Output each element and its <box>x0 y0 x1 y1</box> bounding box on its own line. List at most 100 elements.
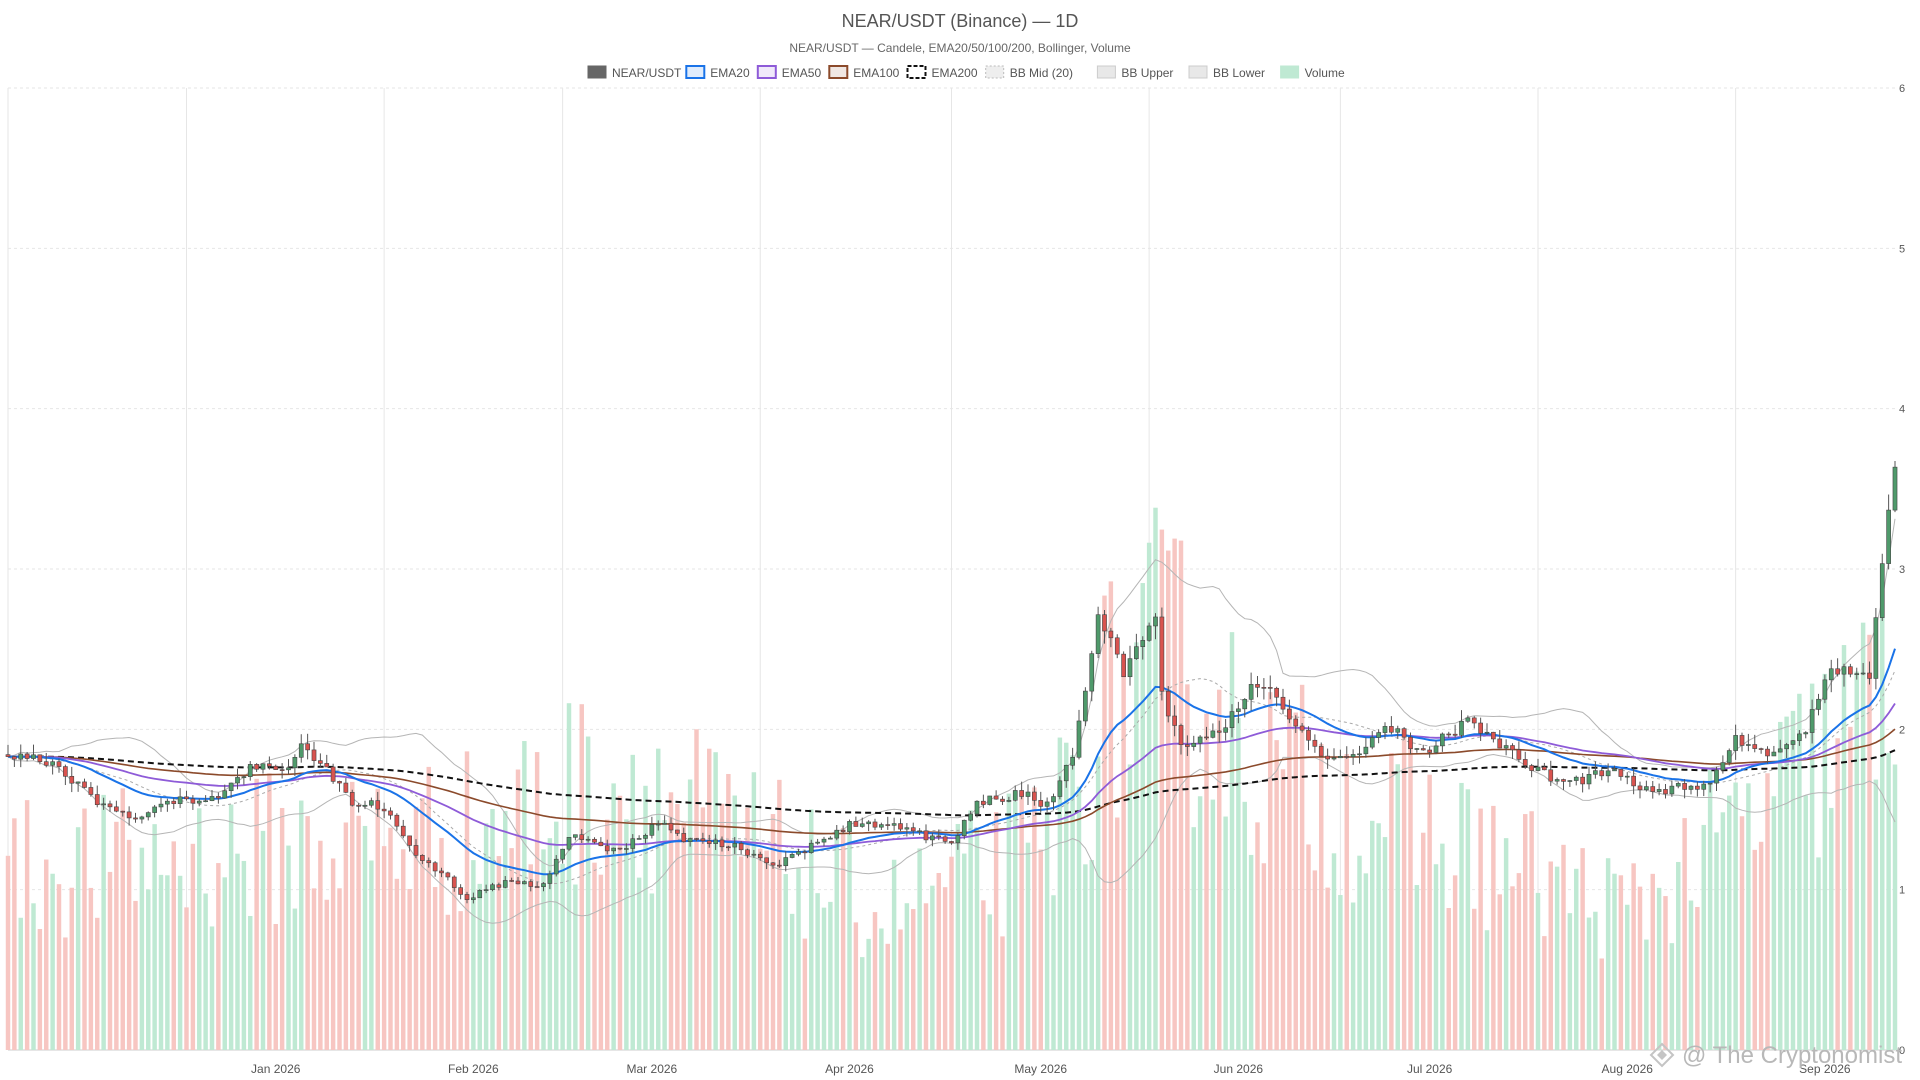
candle <box>1535 758 1541 772</box>
volume-bar <box>1701 824 1706 1050</box>
volume-bar <box>585 736 591 1050</box>
volume-bar <box>828 901 833 1050</box>
candle-body <box>407 835 412 846</box>
candle-body <box>1586 774 1592 785</box>
candle <box>1127 645 1133 686</box>
candle <box>604 839 610 855</box>
candle <box>1873 607 1879 690</box>
volume-bar <box>381 846 387 1050</box>
candle <box>592 837 597 844</box>
candle <box>1797 730 1802 746</box>
candle <box>1675 781 1681 789</box>
volume-bar <box>777 779 782 1050</box>
candle <box>1248 672 1254 711</box>
candle <box>687 837 693 847</box>
candle <box>777 859 782 868</box>
candle <box>1733 724 1738 760</box>
volume-bar <box>815 893 820 1050</box>
ema100-line <box>8 728 1896 835</box>
volume-bar <box>1758 841 1764 1050</box>
candle-body <box>534 886 540 888</box>
candle <box>859 817 865 828</box>
candle <box>974 800 980 818</box>
ema50-line <box>7 703 1896 848</box>
candle <box>1293 715 1299 733</box>
x-tick-label: Aug 2026 <box>1602 1062 1654 1076</box>
candle-body <box>1471 717 1477 724</box>
candle <box>879 822 884 830</box>
candle <box>1497 729 1503 749</box>
candle-body <box>789 853 795 858</box>
candle-body <box>885 824 891 826</box>
volume-bar <box>605 819 610 1050</box>
candle <box>413 839 419 859</box>
candle <box>1012 785 1018 802</box>
volume-bar <box>1714 832 1719 1050</box>
candle-body <box>1675 783 1681 787</box>
candle <box>1121 651 1126 678</box>
watermark-logo-icon <box>1649 1042 1675 1068</box>
candle <box>1701 780 1707 797</box>
volume-bar <box>860 957 865 1050</box>
candle-body <box>1000 798 1005 802</box>
candle <box>1165 686 1171 723</box>
candle-body <box>1446 733 1452 736</box>
volume-bar <box>318 840 323 1050</box>
volume-bar <box>936 872 941 1050</box>
candle <box>1280 688 1286 715</box>
volume-bar <box>668 792 674 1050</box>
candle-body <box>1153 616 1158 627</box>
volume-bar <box>1051 895 1056 1050</box>
volume-bar <box>707 748 712 1050</box>
candle-body <box>1261 687 1267 689</box>
candle-body <box>1707 782 1713 785</box>
candle-body <box>1605 770 1611 777</box>
candle-body <box>930 835 935 841</box>
candle <box>1000 796 1005 806</box>
candle-body <box>726 846 731 849</box>
candle-body <box>267 763 272 767</box>
volume-bar <box>1185 684 1190 1050</box>
volume-bar <box>509 848 514 1050</box>
candle-body <box>496 884 502 888</box>
candle-body <box>1848 666 1853 675</box>
candle-body <box>318 760 323 764</box>
volume-bar <box>1102 595 1107 1050</box>
candle-body <box>1389 726 1394 733</box>
candle <box>1561 778 1566 790</box>
legend-swatch <box>685 65 706 79</box>
candle-body <box>1624 775 1630 778</box>
candle-body <box>1746 744 1751 746</box>
candle <box>961 819 967 840</box>
volume-bar <box>1204 713 1209 1050</box>
candle <box>802 849 808 860</box>
volume-bar <box>292 908 298 1050</box>
candle-body <box>1828 668 1834 681</box>
volume-bar <box>458 911 463 1050</box>
candle <box>209 789 215 802</box>
candle <box>82 778 87 789</box>
candle-body <box>1363 746 1369 755</box>
candle <box>1408 732 1413 754</box>
candle-body <box>949 841 954 844</box>
candle-body <box>228 782 234 792</box>
candle-body <box>216 796 221 799</box>
candle <box>1624 772 1630 785</box>
volume-bar <box>923 903 929 1050</box>
volume-bar <box>1599 958 1604 1050</box>
candle <box>560 848 565 864</box>
candle-body <box>1114 637 1120 655</box>
candle-body <box>235 777 240 784</box>
candle <box>585 836 591 843</box>
candle <box>24 751 30 762</box>
candle-body <box>1229 711 1235 729</box>
candle <box>1879 553 1885 621</box>
legend-item: NEAR/USDT <box>587 65 682 80</box>
candle-body <box>1165 690 1171 717</box>
legend-item: BB Mid (20) <box>985 65 1073 80</box>
candle-body <box>337 781 342 784</box>
candle <box>1593 761 1598 779</box>
candle-body <box>273 765 279 770</box>
volume-bar <box>1784 716 1789 1050</box>
candle-body <box>1873 617 1879 679</box>
